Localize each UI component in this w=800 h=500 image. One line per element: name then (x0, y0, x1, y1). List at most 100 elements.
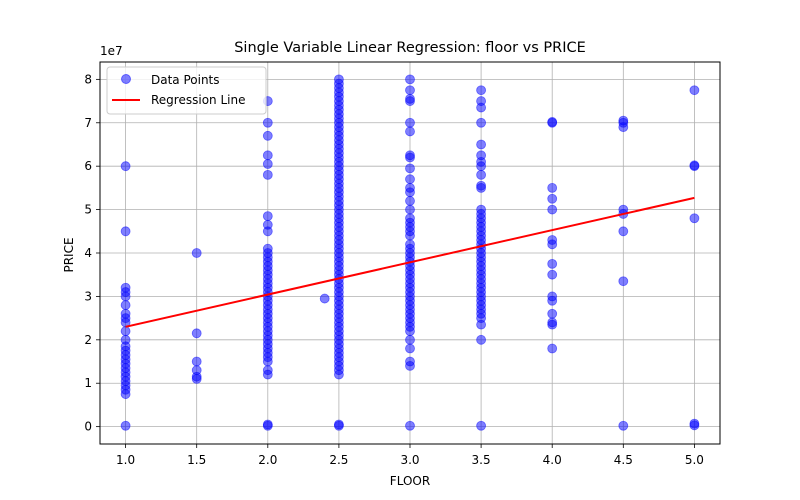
legend-label-regression-line: Regression Line (151, 93, 245, 107)
data-point (191, 356, 202, 367)
x-tick-label: 2.5 (329, 453, 348, 467)
y-tick-label: 8 (84, 72, 92, 86)
x-tick-label: 2.0 (258, 453, 277, 467)
data-point (405, 204, 415, 215)
data-point (547, 235, 558, 245)
data-point (262, 219, 273, 230)
x-tick-label: 5.0 (685, 453, 704, 467)
y-tick-label: 3 (84, 289, 92, 303)
x-tick-label: 1.0 (116, 453, 135, 467)
regression-line (125, 196, 695, 328)
y-tick-label: 6 (84, 159, 92, 173)
data-point (120, 308, 131, 319)
regression-line-group (125, 196, 695, 328)
data-point (547, 117, 558, 127)
x-tick-label: 4.5 (614, 453, 633, 467)
y-tick-label: 7 (84, 116, 92, 130)
data-point (476, 169, 487, 180)
data-point (476, 85, 487, 96)
y-tick-label: 4 (84, 246, 92, 260)
y-axis-label: PRICE (62, 237, 76, 272)
y-tick-label: 5 (84, 203, 92, 217)
data-point (262, 169, 273, 180)
y-axis-ticks: 0 1 2 3 4 5 6 7 8 (84, 72, 100, 434)
x-axis-label: FLOOR (390, 474, 430, 488)
data-point (405, 74, 415, 85)
data-point (120, 161, 131, 172)
data-point (120, 226, 131, 237)
data-point (405, 182, 415, 193)
data-point (618, 276, 629, 287)
data-point (405, 420, 415, 431)
y-tick-label: 2 (84, 333, 92, 347)
y-tick-label: 1 (84, 376, 92, 390)
data-point (547, 182, 558, 193)
data-point (405, 213, 415, 224)
data-point (405, 196, 415, 206)
data-point (476, 420, 487, 431)
data-point (262, 243, 273, 254)
data-point (547, 193, 558, 204)
x-axis-ticks: 1.0 1.5 2.0 2.5 3.0 3.5 4.0 4.5 5.0 (116, 444, 704, 467)
data-point (405, 150, 415, 161)
data-point (191, 248, 202, 258)
data-point (476, 150, 487, 161)
data-point (405, 93, 415, 104)
data-point (618, 226, 629, 237)
data-point (547, 291, 558, 302)
data-point (262, 150, 273, 161)
data-point (405, 334, 415, 345)
x-tick-label: 4.0 (543, 453, 562, 467)
legend: Data Points Regression Line (106, 66, 267, 115)
x-tick-label: 1.5 (187, 453, 206, 467)
data-point (191, 328, 202, 339)
x-tick-label: 3.0 (400, 453, 419, 467)
y-tick-label: 0 (84, 420, 92, 434)
data-point (405, 85, 415, 96)
data-point (476, 334, 487, 345)
chart-title: Single Variable Linear Regression: floor… (234, 40, 586, 56)
data-point (120, 300, 131, 310)
data-point (689, 213, 700, 224)
data-point (405, 356, 415, 367)
data-point (476, 117, 487, 128)
data-point (547, 204, 558, 215)
data-point (476, 204, 487, 215)
data-point (319, 293, 330, 304)
legend-marker-data-points (121, 74, 131, 84)
data-point (120, 334, 131, 345)
data-point (405, 343, 415, 354)
data-point (547, 269, 558, 280)
data-point (405, 239, 415, 250)
data-point (547, 308, 558, 319)
data-point (547, 258, 558, 269)
data-point (547, 317, 558, 328)
legend-label-data-points: Data Points (151, 73, 220, 87)
scatter-points (120, 74, 700, 431)
data-point (547, 343, 558, 354)
data-point (262, 419, 273, 430)
data-point (262, 211, 273, 222)
data-point (333, 74, 344, 85)
data-point (120, 420, 131, 431)
data-point (262, 117, 273, 128)
data-point (405, 117, 415, 128)
data-point (120, 326, 131, 337)
data-point (405, 174, 415, 185)
data-point (618, 115, 629, 126)
data-point (262, 130, 273, 141)
data-point (120, 282, 131, 293)
data-point (689, 85, 700, 96)
data-point (333, 419, 344, 430)
x-tick-label: 3.5 (472, 453, 491, 467)
data-point (689, 160, 700, 171)
data-point (191, 365, 202, 376)
data-point (476, 96, 487, 106)
y-axis-offset-label: 1e7 (100, 44, 123, 58)
data-point (405, 126, 415, 137)
data-point (689, 418, 700, 429)
data-point (476, 180, 487, 191)
data-point (262, 365, 273, 376)
legend-box (106, 66, 267, 115)
